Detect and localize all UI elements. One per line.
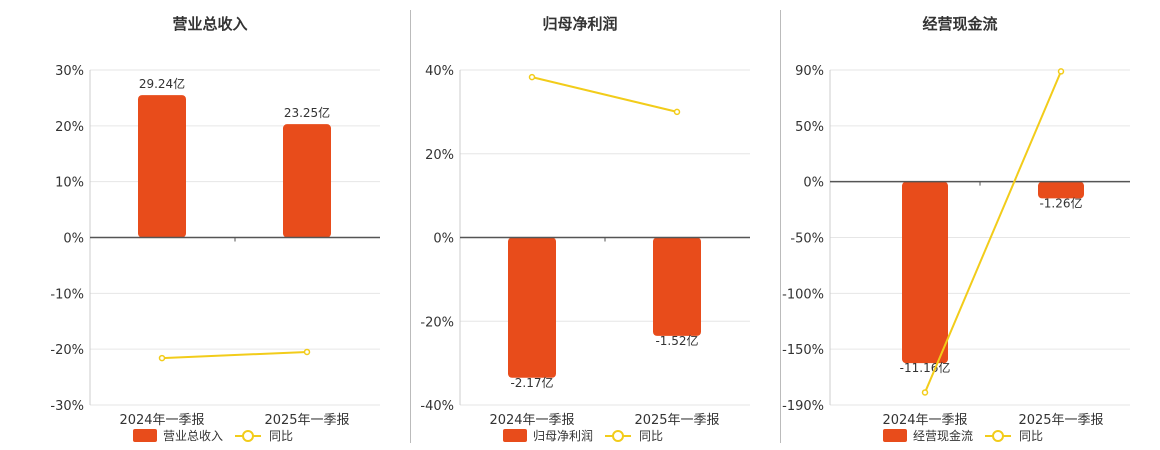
yoy-point <box>1057 68 1065 75</box>
legend-bar-swatch <box>883 429 907 442</box>
cash-flow-chart: 经营现金流 90% 50% 0% -50% -100% -150% -190% -11.16亿 -… <box>782 15 1130 443</box>
bar <box>508 237 556 378</box>
legend-line-label: 同比 <box>269 429 293 443</box>
bar <box>1038 181 1084 199</box>
legend-line-marker <box>612 430 624 442</box>
legend-line-label: 同比 <box>1019 429 1043 443</box>
bar-data-label: -2.17亿 <box>510 375 553 390</box>
x-category-label: 2025年一季报 <box>634 413 719 428</box>
y-tick-label: 0% <box>63 232 84 247</box>
chart-title: 营业总收入 <box>172 15 247 33</box>
panel-divider <box>780 10 781 443</box>
x-category-label: 2024年一季报 <box>489 413 574 428</box>
legend-bar-swatch <box>133 429 157 442</box>
x-category-label: 2024年一季报 <box>882 413 967 428</box>
y-tick-label: -10% <box>50 287 84 302</box>
y-tick-label: -30% <box>50 399 84 414</box>
net-profit-chart: 归母净利润 40% 20% 0% -20% -40% -2.17亿 -1.52亿 2024年一季… <box>420 15 750 443</box>
y-tick-label: -40% <box>420 399 454 414</box>
bar <box>653 237 701 336</box>
legend-bar-swatch <box>503 429 527 442</box>
y-tick-label: -190% <box>782 399 824 414</box>
y-tick-label: 90% <box>795 64 824 79</box>
yoy-line <box>161 350 308 360</box>
y-tick-label: 40% <box>425 64 454 79</box>
x-category-label: 2024年一季报 <box>119 413 204 428</box>
y-tick-label: 20% <box>55 120 84 135</box>
y-tick-label: -20% <box>50 343 84 358</box>
y-tick-label: -20% <box>420 315 454 330</box>
legend-bar-label: 营业总收入 <box>163 429 223 443</box>
chart-panel-net-profit: 归母净利润 40% 20% 0% -20% -40% -2.17亿 -1.52亿 2024年一季… <box>411 0 780 450</box>
y-tick-label: 20% <box>425 148 454 163</box>
bar <box>138 95 186 238</box>
chart-title: 经营现金流 <box>922 15 997 33</box>
chart-title: 归母净利润 <box>542 15 617 33</box>
y-tick-label: 0% <box>803 176 824 191</box>
x-category-label: 2025年一季报 <box>264 413 349 428</box>
yoy-point <box>673 108 681 116</box>
legend-line-marker <box>242 430 254 442</box>
y-tick-label: 50% <box>795 120 824 135</box>
bar <box>283 124 331 238</box>
yoy-line <box>924 71 1062 393</box>
yoy-line <box>531 76 678 113</box>
legend-line-label: 同比 <box>639 429 663 443</box>
y-tick-label: -100% <box>782 287 824 302</box>
y-tick-label: 0% <box>433 232 454 247</box>
bar-data-label: -1.52亿 <box>655 333 698 348</box>
legend-bar-label: 归母净利润 <box>533 429 593 443</box>
y-tick-label: -150% <box>782 343 824 358</box>
chart-panel-cash-flow: 经营现金流 90% 50% 0% -50% -100% -150% -190% -11.16亿 -… <box>781 0 1160 450</box>
bar-data-label: -1.26亿 <box>1039 195 1082 210</box>
y-tick-label: 30% <box>55 64 84 79</box>
bar-data-label: -11.16亿 <box>900 360 951 375</box>
legend-bar-label: 经营现金流 <box>913 428 973 443</box>
bar-data-label: 29.24亿 <box>139 76 185 91</box>
bar-data-label: 23.25亿 <box>284 105 330 120</box>
y-tick-label: -50% <box>790 232 824 247</box>
x-category-label: 2025年一季报 <box>1018 413 1103 428</box>
revenue-chart: 营业总收入 30% 20% 10% 0% -10% -20% -30% 29.24亿 23.25亿… <box>50 15 380 443</box>
panel-divider <box>410 10 411 443</box>
legend-line-marker <box>992 430 1004 442</box>
chart-panel-revenue: 营业总收入 30% 20% 10% 0% -10% -20% -30% 29.24亿 23.25亿… <box>0 0 410 450</box>
yoy-point <box>158 354 166 362</box>
yoy-point <box>921 389 929 396</box>
bar <box>902 181 948 364</box>
yoy-point <box>528 73 536 81</box>
yoy-point <box>303 348 311 356</box>
y-tick-label: 10% <box>55 176 84 191</box>
